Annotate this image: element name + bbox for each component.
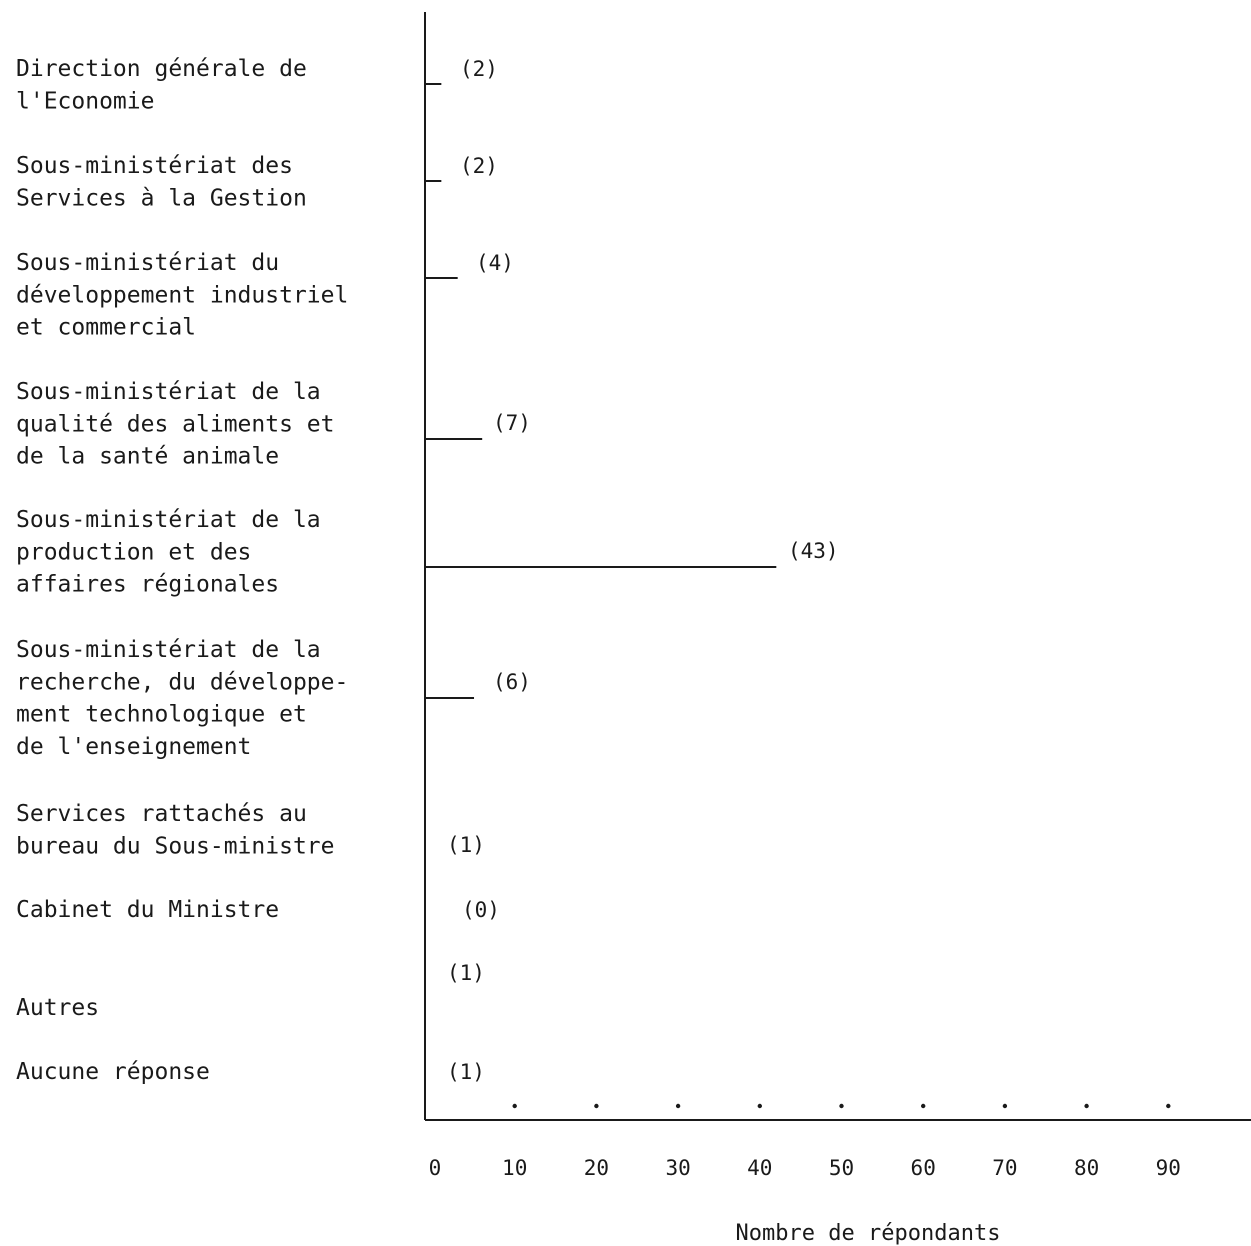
- category-label-line: Sous-ministériat de la: [16, 507, 321, 533]
- tick-label: 70: [992, 1156, 1017, 1180]
- bars: [425, 83, 777, 699]
- data-label: (7): [493, 411, 531, 435]
- category-label-line: Sous-ministériat de la: [16, 637, 321, 663]
- category-label-line: Services rattachés au: [16, 801, 307, 827]
- data-label: (1): [447, 961, 485, 985]
- category-label-line: recherche, du développe-: [16, 669, 348, 695]
- category-label: Aucune réponse: [16, 1059, 210, 1085]
- category-label: Sous-ministériat de la recherche, du déve…: [16, 637, 348, 760]
- category-label-line: Services à la Gestion: [16, 185, 307, 211]
- value-labels: (2) (2) (4) (7) (43) (6) (1) (0) (1) (1): [447, 57, 839, 1084]
- category-label: Sous-ministériat du développement industr…: [16, 250, 348, 341]
- category-label-line: Sous-ministériat de la: [16, 379, 321, 405]
- category-label-line: Sous-ministériat des: [16, 153, 293, 179]
- tick-mark: [1084, 1103, 1089, 1109]
- data-label: (4): [476, 251, 514, 275]
- tick-mark: [1002, 1103, 1008, 1109]
- tick-mark: [594, 1103, 599, 1109]
- data-label: (43): [788, 539, 839, 563]
- data-label: (1): [447, 833, 485, 857]
- category-label: Sous-ministériat de la production et des a…: [16, 507, 321, 598]
- category-label: Sous-ministériat de la qualité des alimen…: [16, 379, 335, 470]
- category-label-line: développement industriel: [16, 282, 348, 308]
- data-label: (1): [447, 1060, 485, 1084]
- category-label-line: et commercial: [16, 315, 196, 341]
- tick-label: 50: [829, 1156, 854, 1180]
- category-label-line: Sous-ministériat du: [16, 250, 279, 276]
- tick-label: 60: [911, 1156, 936, 1180]
- tick-mark: [921, 1103, 926, 1109]
- category-label: Sous-ministériat des Services à la Gestio…: [16, 153, 307, 211]
- tick-label: 80: [1074, 1156, 1099, 1180]
- category-label-line: de la santé animale: [16, 444, 279, 470]
- category-labels: Direction générale de l'Economie Sous-mini…: [16, 56, 348, 1085]
- tick-label: 20: [584, 1156, 609, 1180]
- tick-label: 90: [1156, 1156, 1181, 1180]
- tick-label: 0: [429, 1156, 442, 1180]
- category-label-line: de l'enseignement: [16, 734, 251, 760]
- tick-mark: [839, 1103, 844, 1109]
- tick-label: 10: [502, 1156, 527, 1180]
- tick-label: 30: [665, 1156, 690, 1180]
- category-label-line: Autres: [16, 995, 99, 1021]
- data-label: (2): [460, 154, 498, 178]
- category-label-line: Direction générale de: [16, 56, 307, 82]
- category-label-line: bureau du Sous-ministre: [16, 833, 335, 859]
- tick-mark: [512, 1103, 517, 1109]
- category-label-line: affaires régionales: [16, 572, 279, 598]
- tick-label: 40: [747, 1156, 772, 1180]
- data-label: (6): [493, 670, 531, 694]
- data-label: (2): [460, 57, 498, 81]
- tick-mark: [675, 1103, 681, 1109]
- category-label-line: ment technologique et: [16, 702, 307, 728]
- x-ticks: 0 10 20 30 40 50 60 70 80 90: [429, 1103, 1181, 1180]
- category-label-line: l'Economie: [16, 88, 154, 114]
- category-label: Direction générale de l'Economie: [16, 56, 307, 114]
- tick-mark: [757, 1103, 762, 1109]
- category-label-line: qualité des aliments et: [16, 411, 335, 437]
- category-label-line: production et des: [16, 539, 251, 565]
- category-label: Services rattachés au bureau du Sous-mini…: [16, 801, 335, 859]
- category-label-line: Aucune réponse: [16, 1059, 210, 1085]
- category-label: Cabinet du Ministre: [16, 897, 279, 923]
- x-axis-title: Nombre de répondants: [736, 1221, 1001, 1246]
- data-label: (0): [462, 898, 500, 922]
- tick-mark: [1166, 1103, 1171, 1109]
- category-label: Autres: [16, 995, 99, 1021]
- category-label-line: Cabinet du Ministre: [16, 897, 279, 923]
